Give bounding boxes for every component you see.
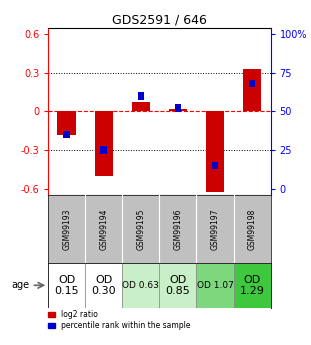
Bar bbox=[197, 263, 234, 307]
Bar bbox=[58, 111, 76, 135]
Text: GSM99194: GSM99194 bbox=[99, 208, 108, 250]
Bar bbox=[249, 80, 255, 87]
Bar bbox=[100, 146, 107, 154]
Text: OD
0.15: OD 0.15 bbox=[54, 275, 79, 296]
Text: OD
1.29: OD 1.29 bbox=[239, 275, 264, 296]
Bar bbox=[159, 263, 197, 307]
Text: GSM99198: GSM99198 bbox=[248, 208, 257, 250]
Text: OD
0.85: OD 0.85 bbox=[165, 275, 190, 296]
Bar bbox=[243, 69, 261, 111]
Text: GSM99193: GSM99193 bbox=[62, 208, 71, 250]
Bar bbox=[48, 263, 85, 307]
Bar bbox=[206, 111, 224, 193]
Bar bbox=[122, 263, 159, 307]
Title: GDS2591 / 646: GDS2591 / 646 bbox=[112, 13, 207, 27]
Legend: log2 ratio, percentile rank within the sample: log2 ratio, percentile rank within the s… bbox=[48, 310, 192, 331]
Text: OD
0.30: OD 0.30 bbox=[91, 275, 116, 296]
Text: GSM99197: GSM99197 bbox=[211, 208, 220, 250]
Bar bbox=[169, 109, 187, 111]
Bar bbox=[132, 102, 150, 111]
Bar bbox=[212, 161, 218, 169]
Text: OD 1.07: OD 1.07 bbox=[197, 281, 234, 290]
Text: GSM99195: GSM99195 bbox=[136, 208, 145, 250]
Text: age: age bbox=[12, 280, 30, 290]
Bar bbox=[63, 131, 70, 138]
Bar bbox=[95, 111, 113, 176]
Bar bbox=[234, 263, 271, 307]
Text: GSM99196: GSM99196 bbox=[174, 208, 183, 250]
Text: OD 0.63: OD 0.63 bbox=[123, 281, 159, 290]
Bar bbox=[137, 92, 144, 100]
Bar bbox=[174, 105, 181, 112]
Bar bbox=[85, 263, 122, 307]
